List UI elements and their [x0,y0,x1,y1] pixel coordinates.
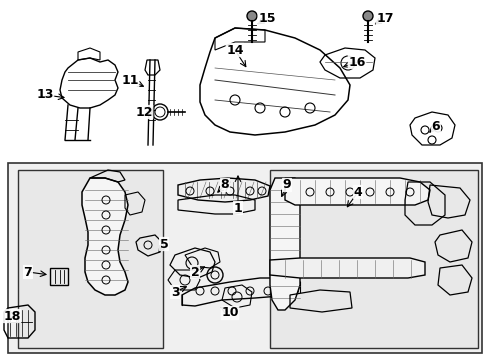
Bar [269,170,477,348]
Text: 8: 8 [220,179,229,192]
Text: 7: 7 [23,266,32,279]
Bar [18,170,163,348]
Polygon shape [269,178,299,310]
Text: 12: 12 [135,105,152,118]
Circle shape [362,11,372,21]
Circle shape [246,11,257,21]
Text: 15: 15 [258,12,275,24]
Text: 3: 3 [170,285,179,298]
Text: 14: 14 [226,44,243,57]
Text: 13: 13 [36,89,54,102]
Polygon shape [285,178,429,205]
Text: 4: 4 [353,185,362,198]
Text: 16: 16 [347,55,365,68]
Text: 17: 17 [375,12,393,24]
Text: 11: 11 [121,73,139,86]
Text: 9: 9 [282,179,291,192]
Polygon shape [269,258,424,278]
Text: 6: 6 [431,120,439,132]
Bar [8,163,481,353]
Circle shape [276,197,286,207]
Polygon shape [82,178,128,295]
Text: 5: 5 [159,238,168,251]
Text: 18: 18 [3,310,20,323]
Text: 2: 2 [190,266,199,279]
Text: 1: 1 [233,202,242,215]
Text: 10: 10 [221,306,238,320]
